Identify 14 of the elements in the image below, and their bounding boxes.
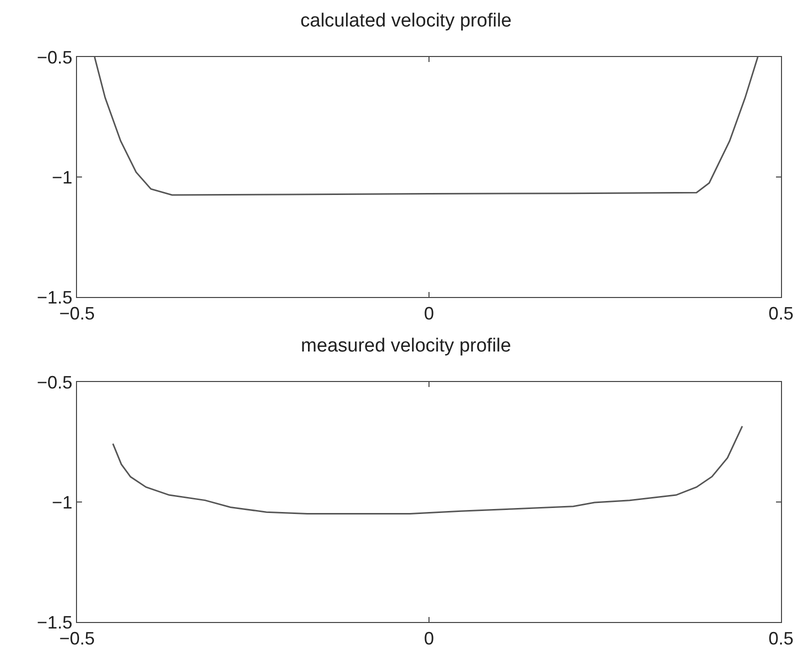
y-tick-label: −0.5 [36,47,72,68]
chart-title: calculated velocity profile [300,10,512,32]
y-tick-label: −1.5 [36,612,72,632]
x-tick-label: 0 [424,304,434,324]
x-tick-label: 0 [424,628,434,649]
y-tick-label: −1 [52,167,72,188]
line-series [94,57,759,196]
x-tick-label: 0.5 [768,628,794,649]
line-series [112,425,744,515]
y-tick-label: −1 [52,492,72,512]
x-tick-label: 0.5 [768,304,794,324]
chart-title: measured velocity profile [300,335,512,356]
y-tick-label: −0.5 [36,372,72,392]
y-tick-label: −1.5 [36,287,72,308]
